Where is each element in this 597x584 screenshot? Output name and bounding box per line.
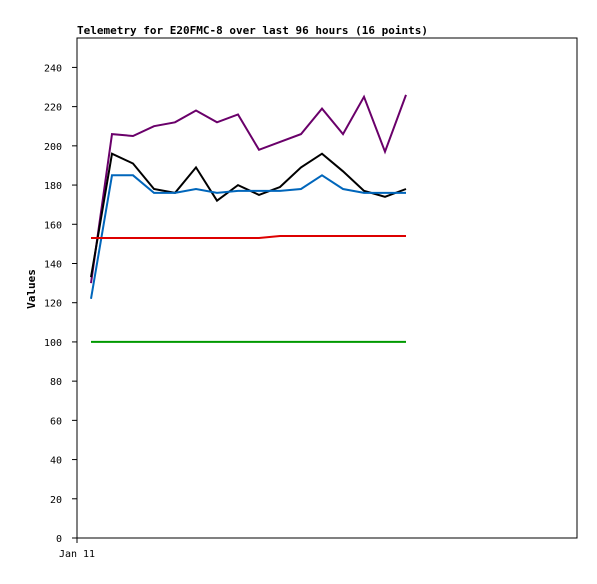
y-tick-label: 120 — [44, 299, 62, 310]
y-tick-label: 60 — [50, 416, 62, 427]
y-tick-label: 160 — [44, 220, 62, 231]
y-tick-label: 40 — [50, 456, 62, 467]
y-tick-label: 180 — [44, 181, 62, 192]
series-line-4 — [91, 235, 406, 239]
series-line-3 — [90, 174, 406, 299]
y-tick-label: 20 — [50, 495, 62, 506]
x-tick-label: Jan 11 — [59, 549, 95, 560]
x-axis: Jan 11 — [59, 538, 95, 560]
chart-title: Telemetry for E20FMC-8 over last 96 hour… — [77, 24, 428, 37]
y-tick-label: 100 — [44, 338, 62, 349]
series-line-2 — [90, 152, 407, 278]
y-tick-label: 0 — [56, 534, 62, 545]
y-tick-label: 140 — [44, 259, 62, 270]
y-axis-label: Values — [25, 269, 38, 309]
plot-frame — [76, 37, 578, 539]
y-tick-label: 220 — [44, 103, 62, 114]
y-tick-label: 200 — [44, 142, 62, 153]
series-line-1 — [90, 94, 407, 284]
y-tick-label: 240 — [44, 63, 62, 74]
y-axis: 0 20 40 60 80 100 120 140 160 180 200 220 240 — [44, 63, 77, 545]
y-tick-label: 80 — [50, 377, 62, 388]
series-group — [90, 94, 407, 343]
